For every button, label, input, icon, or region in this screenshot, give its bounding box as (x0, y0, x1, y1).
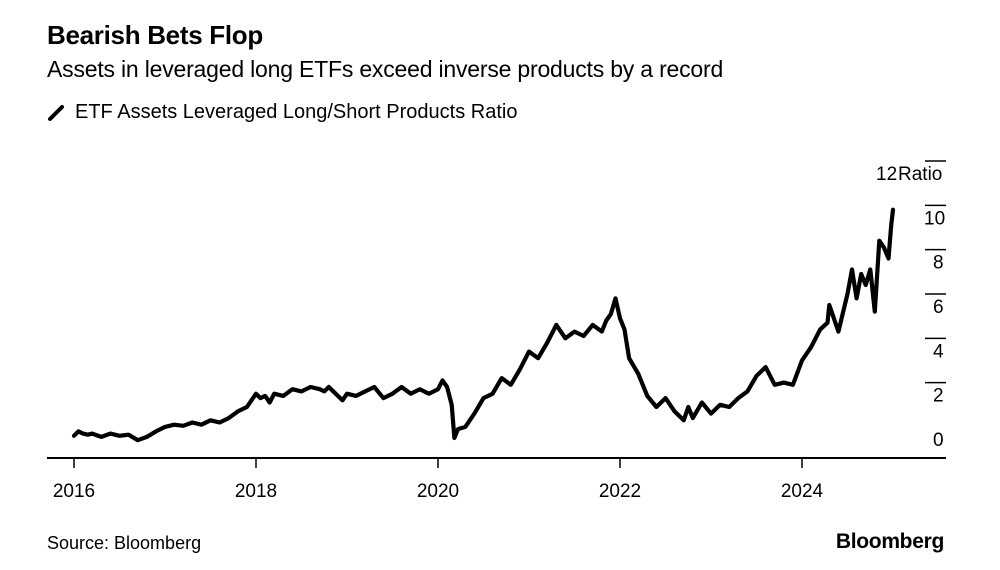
y-tick-label-10: 10 (924, 208, 945, 229)
brand-logo: Bloomberg (835, 530, 944, 553)
chart-title: Bearish Bets Flop (47, 20, 263, 50)
y-tick-label-8: 8 (933, 253, 944, 274)
x-tick-label-2018: 2018 (235, 481, 277, 502)
x-tick-label-2024: 2024 (781, 481, 824, 502)
x-tick-label-2020: 2020 (417, 481, 459, 502)
chart-subtitle: Assets in leveraged long ETFs exceed inv… (47, 56, 724, 82)
source-note: Source: Bloomberg (47, 533, 202, 553)
y-tick-label-0: 0 (933, 430, 944, 451)
x-tick-label-2016: 2016 (53, 481, 95, 502)
legend: ETF Assets Leveraged Long/Short Products… (47, 101, 517, 124)
y-tick-label-2: 2 (933, 386, 944, 407)
y-tick-label-12: 12 (876, 164, 897, 185)
y-axis-unit-label: Ratio (898, 164, 942, 185)
legend-label: ETF Assets Leveraged Long/Short Products… (75, 101, 518, 123)
y-tick-label-6: 6 (933, 297, 944, 318)
legend-swatch-icon (48, 104, 64, 121)
y-axis-labels: 0 2 4 6 8 10 12 (876, 164, 945, 451)
x-axis-ticks (73, 458, 803, 468)
x-tick-label-2022: 2022 (599, 481, 641, 502)
y-tick-label-4: 4 (933, 341, 944, 362)
x-axis-labels: 2016 2018 2020 2022 2024 (53, 481, 824, 502)
series-line-leveraged-ratio (71, 207, 896, 443)
y-axis-ticks (925, 160, 946, 384)
